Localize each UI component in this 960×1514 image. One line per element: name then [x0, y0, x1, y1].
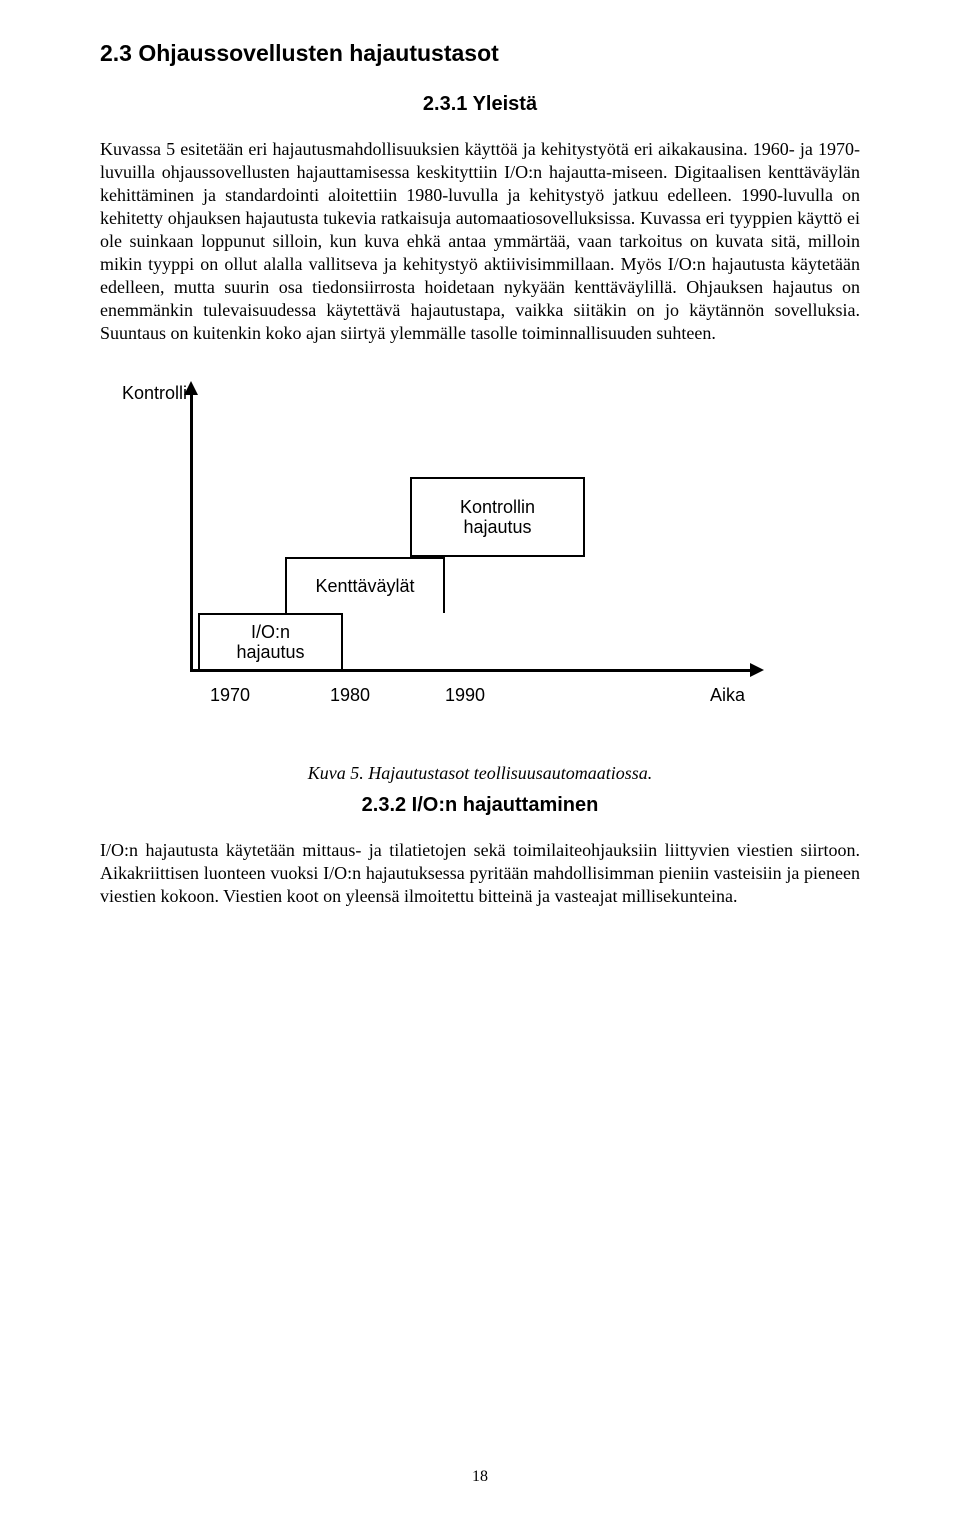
paragraph-2: I/O:n hajautusta käytetään mittaus- ja t… — [100, 839, 860, 908]
subsection-heading-2: 2.3.2 I/O:n hajauttaminen — [100, 794, 860, 817]
x-axis-arrow-icon — [750, 663, 764, 677]
x-tick-1970: 1970 — [210, 685, 250, 706]
step-box-fieldbus: Kenttäväylät — [285, 557, 445, 613]
y-axis-line — [190, 393, 193, 669]
subsection-heading-1: 2.3.1 Yleistä — [100, 93, 860, 116]
document-page: 2.3 Ohjaussovellusten hajautustasot 2.3.… — [0, 0, 960, 1514]
page-number: 18 — [0, 1468, 960, 1486]
x-axis-label: Aika — [710, 685, 745, 706]
step-label: Kontrollin hajautus — [460, 497, 535, 538]
figure-5: Kontrolli I/O:n hajautus Kenttäväylät Ko… — [100, 379, 860, 784]
step-box-io: I/O:n hajautus — [198, 613, 343, 669]
section-heading: 2.3 Ohjaussovellusten hajautustasot — [100, 40, 860, 67]
figure-caption: Kuva 5. Hajautustasot teollisuusautomaat… — [100, 763, 860, 784]
x-tick-1980: 1980 — [330, 685, 370, 706]
y-axis-label: Kontrolli — [122, 383, 187, 404]
step-label: Kenttäväylät — [315, 576, 414, 597]
step-label: I/O:n hajautus — [236, 622, 304, 663]
step-diagram: Kontrolli I/O:n hajautus Kenttäväylät Ko… — [110, 379, 790, 739]
step-box-control: Kontrollin hajautus — [410, 477, 585, 557]
x-axis-line — [190, 669, 750, 672]
y-axis-arrow-icon — [184, 381, 198, 395]
x-tick-1990: 1990 — [445, 685, 485, 706]
paragraph-1: Kuvassa 5 esitetään eri hajautusmahdolli… — [100, 138, 860, 345]
